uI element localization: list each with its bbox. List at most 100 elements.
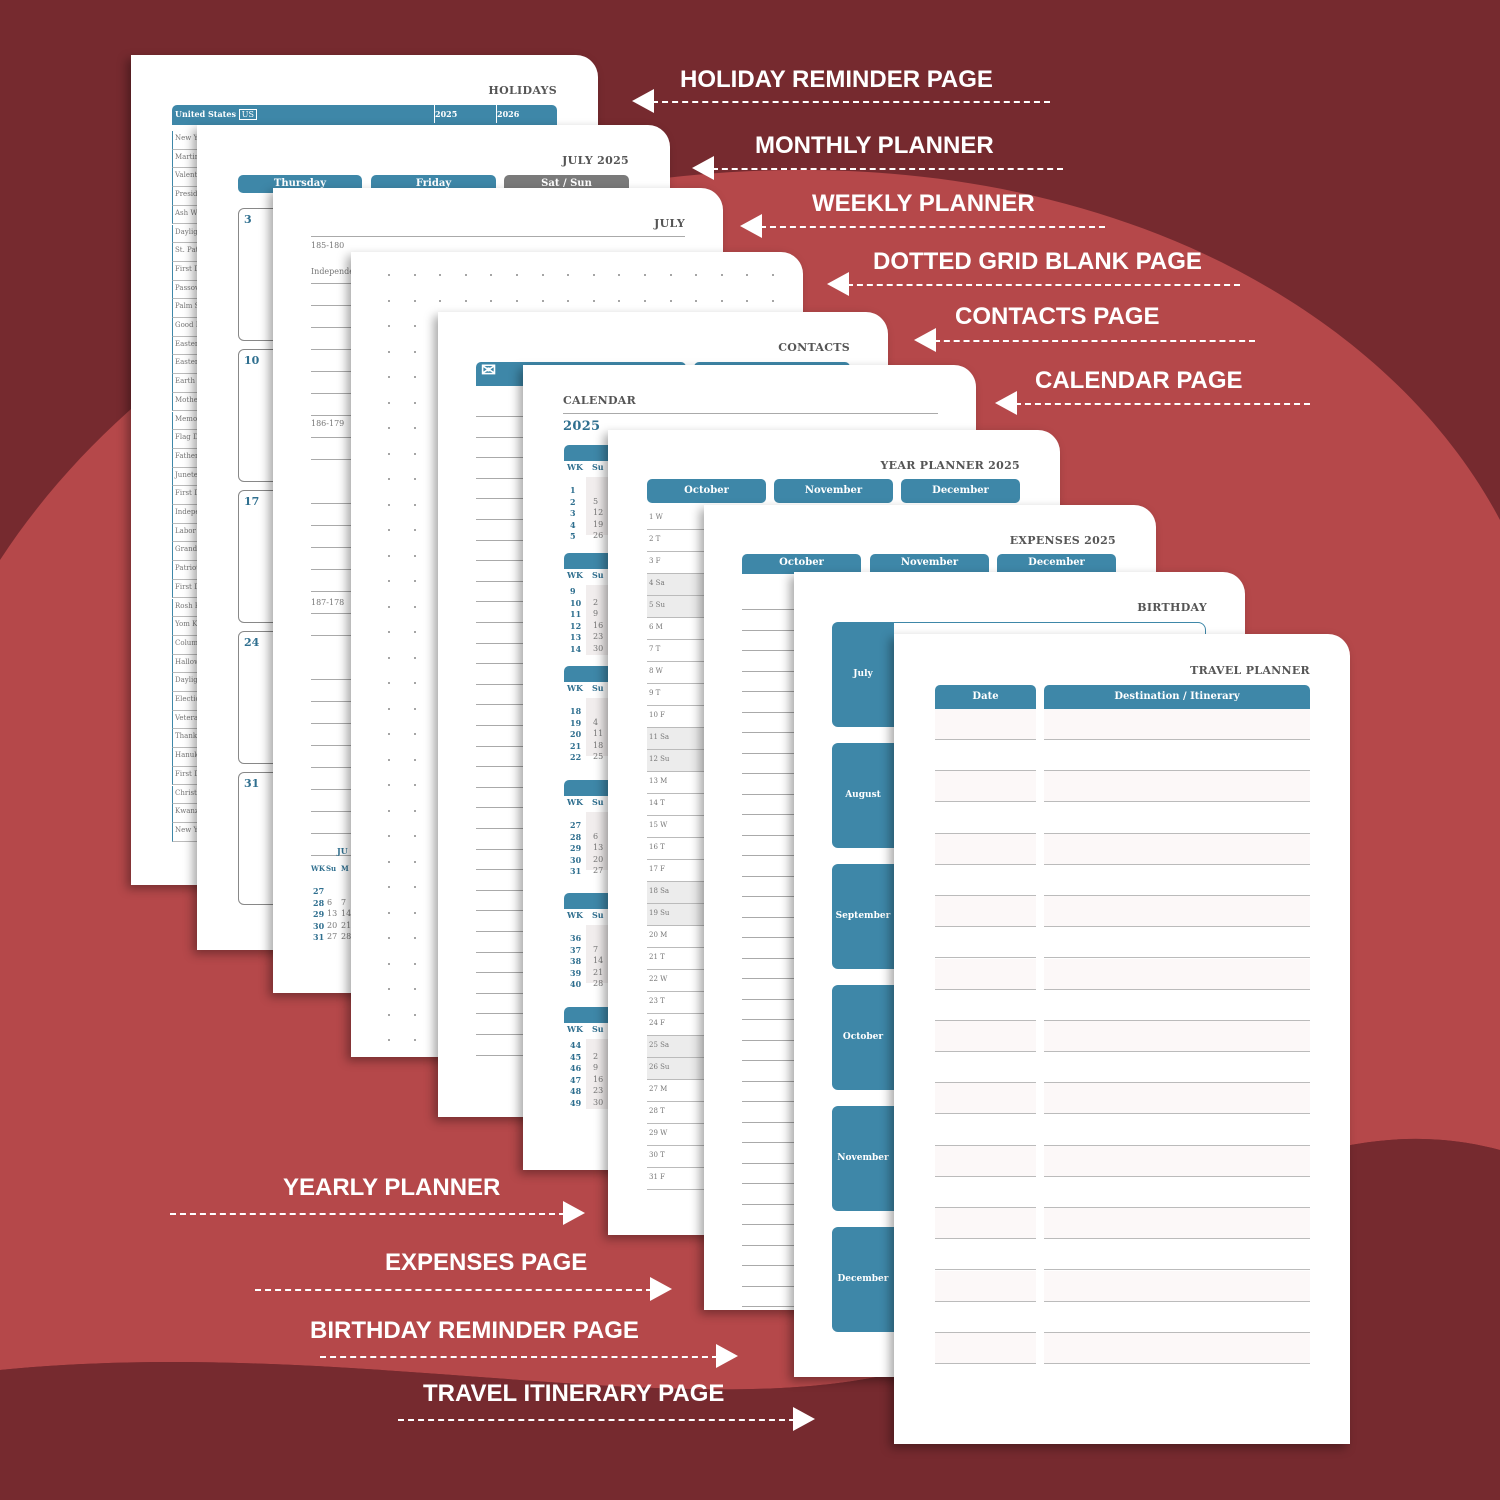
callout-label: CONTACTS PAGE [955,303,1160,330]
date-cell[interactable] [935,1177,1036,1208]
line [742,1265,794,1266]
grid-dot [567,299,570,302]
date-cell[interactable] [935,709,1036,740]
line [476,972,562,974]
destination-cell[interactable] [1044,958,1310,990]
date-cell[interactable] [935,1333,1036,1364]
grid-dot [618,299,621,302]
day-row: 11 Sa [647,728,704,750]
destination-cell[interactable] [1044,865,1310,896]
month-tab-july: July [832,622,894,727]
destination-cell[interactable] [1044,802,1310,834]
week-number: 40 [570,979,582,990]
line [476,642,562,644]
mini-cell: 14 [341,909,352,918]
destination-cell[interactable] [1044,1270,1310,1302]
dashed-line [1015,403,1310,405]
week-number: 20 [570,729,582,740]
line [742,855,794,856]
date-cell[interactable] [935,1301,1036,1333]
line [476,828,562,829]
date-cell[interactable] [935,833,1036,865]
month-tab-november: November [832,1106,894,1211]
col-su: Su [592,683,604,693]
destination-cell[interactable] [1044,927,1310,959]
month-tab-october: October [832,985,894,1090]
date-cell[interactable] [935,927,1036,959]
line [742,1162,794,1164]
mini-cell: 7 [341,897,347,907]
line [742,609,794,610]
destination-cell[interactable] [1044,771,1310,803]
date-cell[interactable] [935,1208,1036,1240]
grid-dot [413,605,416,608]
destination-cell[interactable] [1044,833,1310,865]
destination-cell[interactable] [1044,896,1310,928]
line [742,670,794,672]
date-cell[interactable] [935,896,1036,928]
sunday-date: 20 [593,854,604,864]
date-cell[interactable] [935,1239,1036,1271]
destination-cell[interactable] [1044,1083,1310,1115]
date-cell[interactable] [935,1083,1036,1115]
destination-cell[interactable] [1044,1177,1310,1208]
date-cell[interactable] [935,1145,1036,1177]
grid-dot [413,376,416,378]
destination-cell[interactable] [1044,1145,1310,1177]
line [476,992,562,994]
date-cell[interactable] [935,958,1036,990]
grid-dot [388,427,390,429]
arrow-right-icon [716,1344,738,1368]
destination-cell[interactable] [1044,1239,1310,1271]
grid-dot [772,274,774,276]
grid-dot [490,299,493,302]
destination-cell[interactable] [1044,1114,1310,1146]
destination-cell[interactable] [1044,1301,1310,1333]
dashed-line [652,101,1050,103]
sunday-shade [586,477,608,535]
line [311,811,351,812]
destination-cell[interactable] [1044,1021,1310,1052]
destination-cell[interactable] [1044,1333,1310,1364]
date-cell[interactable] [935,1052,1036,1084]
date-cell[interactable] [935,1270,1036,1302]
grid-dot [695,274,698,276]
line [476,1013,562,1015]
sunday-shade [586,925,608,983]
line [476,931,562,932]
date-cell[interactable] [935,802,1036,834]
line [742,1244,794,1246]
week-number: 13 [570,632,582,643]
dashed-line [847,284,1240,286]
destination-header: Destination / Itinerary [1044,685,1310,709]
destination-cell[interactable] [1044,709,1310,740]
grid-dot [388,809,390,812]
grid-dot [413,758,416,761]
date-cell[interactable] [935,989,1036,1021]
day-row: 14 T [647,794,704,816]
day-row: 8 W [647,662,704,684]
day-row: 28 T [647,1102,704,1124]
grid-dot [720,299,723,302]
callout-label: BIRTHDAY REMINDER PAGE [310,1317,639,1344]
line [311,437,351,438]
date-cell[interactable] [935,740,1036,772]
week-number: 4 [570,519,576,530]
date-cell[interactable] [935,1114,1036,1146]
grid-dot [644,299,646,302]
destination-cell[interactable] [1044,740,1310,772]
week-number: 1 [570,485,576,495]
page-title: TRAVEL PLANNER [1190,664,1310,677]
date-cell[interactable] [935,1021,1036,1052]
destination-cell[interactable] [1044,989,1310,1021]
grid-dot [413,682,416,684]
week-number: 21 [570,740,582,751]
week-number: 31 [570,866,582,877]
week-number: 9 [570,586,576,596]
destination-cell[interactable] [1044,1052,1310,1084]
grid-dot [439,299,442,302]
date-cell[interactable] [935,865,1036,896]
day-count: 186-179 [311,419,345,428]
date-cell[interactable] [935,771,1036,803]
destination-cell[interactable] [1044,1208,1310,1240]
